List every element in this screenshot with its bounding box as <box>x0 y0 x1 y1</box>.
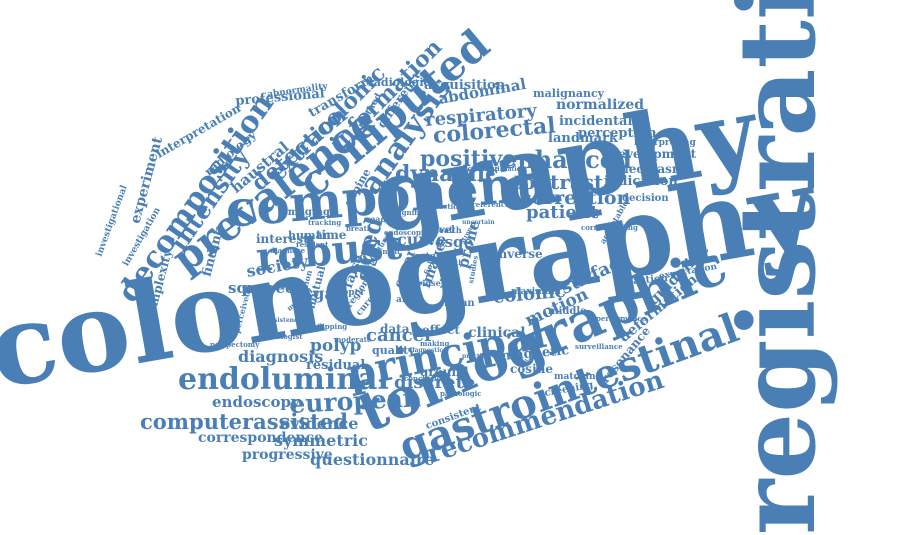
word-breath: breath <box>346 224 372 233</box>
word-clinical: clinical <box>468 325 526 341</box>
word-conclusion: conclusion <box>404 374 447 383</box>
word-squared: squared <box>228 279 296 297</box>
word-correction: correction <box>520 187 631 209</box>
word-mean: mean <box>444 298 475 309</box>
word-esgar: esgar <box>294 284 344 303</box>
word-esge: esge <box>435 233 474 251</box>
word-resident: resident <box>296 240 329 249</box>
word-computerassisted: computerassisted <box>140 409 348 434</box>
word-endoscopic: endoscopic <box>384 228 428 237</box>
word-identification: identification <box>480 166 526 173</box>
word-interpreting: interpreting <box>634 138 696 148</box>
word-diagnose: diagnose <box>270 246 306 255</box>
word-perception: perception <box>578 126 657 141</box>
word-flipping: flipping <box>317 322 348 331</box>
word-enhanced: enhanced <box>502 145 632 174</box>
word-discrete: discrete <box>394 372 476 393</box>
word-corresponding: corresponding <box>581 223 638 232</box>
word-middle: middle <box>548 306 587 317</box>
word-novel: novel <box>425 225 455 236</box>
word-rate: rate <box>415 252 436 262</box>
word-questionnaire: questionnaire <box>310 450 435 469</box>
word-ground: ground <box>420 365 469 379</box>
word-correspondence: correspondence <box>198 430 324 446</box>
word-reduction: reduction <box>425 202 464 211</box>
word-symmetric: symmetric <box>274 431 368 450</box>
word-pathologic: pathologic <box>440 389 482 398</box>
word-interest: interest <box>256 232 309 246</box>
word-diagnosis: diagnosis <box>238 347 324 366</box>
word-incidental: incidental <box>559 114 633 129</box>
word-time: time <box>316 228 347 242</box>
word-development: development <box>610 147 697 161</box>
word-health: health <box>433 225 462 235</box>
word-endoscopy: endoscopy <box>212 393 300 411</box>
word-indication: indication <box>604 174 678 189</box>
word-decision: decision <box>622 193 669 204</box>
word-malignancy: malignancy <box>533 87 605 100</box>
word-consistency: consistency <box>262 317 302 324</box>
word-maximum: maximum <box>511 287 561 297</box>
word-cancer: cancer <box>366 325 434 346</box>
word-patient: patient <box>526 202 599 223</box>
word-area: area <box>396 295 419 305</box>
word-data: data <box>380 322 410 336</box>
word-surveillance: surveillance <box>575 342 623 351</box>
word-investigational: investigational <box>94 184 130 258</box>
word-neoplasm: neoplasm <box>620 162 685 176</box>
word-imaging: imaging <box>284 207 330 218</box>
word-moderate: moderate <box>334 335 372 344</box>
word-quality: quality <box>372 344 415 357</box>
word-progressive: progressive <box>242 447 333 463</box>
word-evidence: evidence <box>280 414 359 433</box>
word-curve: curve <box>397 230 447 249</box>
word-rinse: rinse <box>418 278 441 288</box>
word-uncertain: uncertain <box>462 219 495 226</box>
word-performance: performance <box>596 314 647 323</box>
word-cosine: cosine <box>510 362 553 376</box>
word-dynamic: dynamic <box>395 161 499 187</box>
word-landmark: landmark <box>548 131 618 146</box>
word-acquisition: acquisition <box>424 78 506 93</box>
word-technique: technique <box>460 164 500 173</box>
word-polyp: polyp <box>310 336 362 356</box>
word-significant: significant <box>395 208 437 217</box>
word-truth: truth <box>443 258 464 267</box>
word-making: making <box>420 339 450 348</box>
word-matching: matching <box>554 372 602 382</box>
word-human: human <box>288 229 331 242</box>
word-benefit: benefit <box>373 247 401 256</box>
word-diagnostic: diagnostic <box>408 347 444 354</box>
word-radiologic: radiologic <box>368 76 431 89</box>
word-endoluminal: endoluminal <box>178 362 389 397</box>
word-polypectomy: polypectomy <box>210 340 260 349</box>
word-tracking: tracking <box>308 218 342 227</box>
word-radiologist: radiologist <box>260 332 303 341</box>
word-contrast: contrast <box>510 170 604 194</box>
word-positive: positive <box>420 146 517 172</box>
word-reference: reference <box>472 200 510 209</box>
word-inverse: inverse <box>494 247 543 261</box>
word-ppcr: ppcr <box>342 288 365 298</box>
word-practice: practice <box>462 353 490 360</box>
word-reader: reader <box>366 214 396 224</box>
word-residual: residual <box>306 358 366 373</box>
word-normalized: normalized <box>556 97 645 113</box>
word-effect: effect <box>422 323 460 337</box>
